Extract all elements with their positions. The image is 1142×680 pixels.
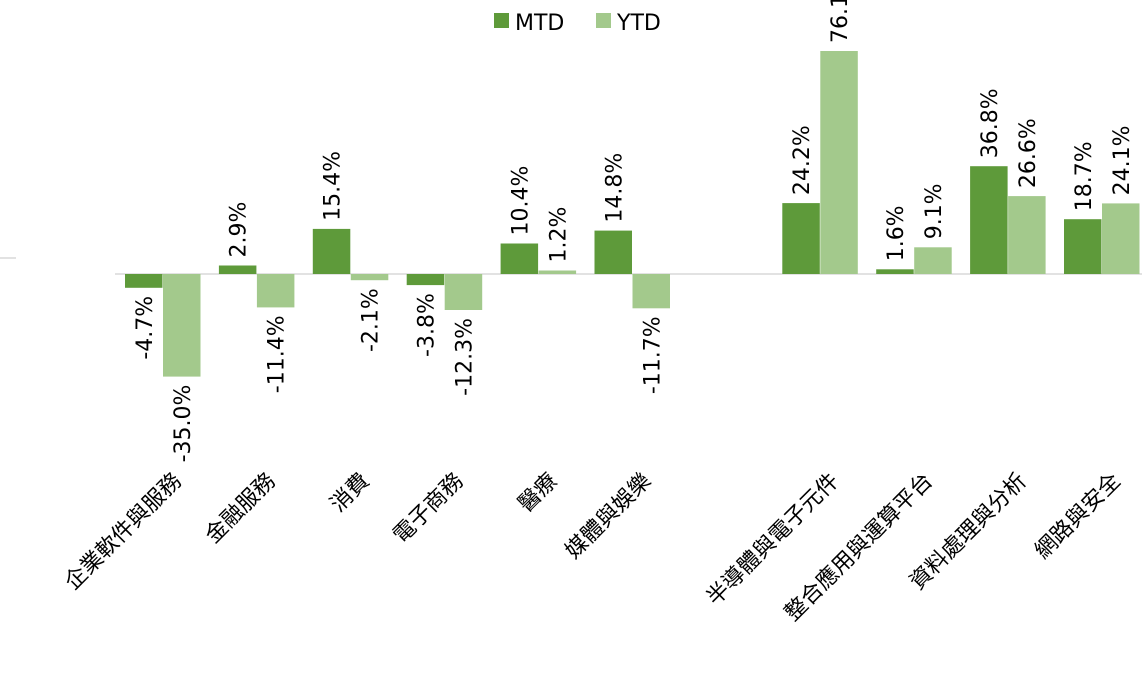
data-label-mtd-0: -4.7% <box>133 296 158 360</box>
data-label-ytd-7: 76.1% <box>828 0 853 43</box>
bars-group <box>125 51 1140 377</box>
data-label-mtd-1: 2.9% <box>227 202 252 258</box>
bar-ytd-9 <box>1008 196 1046 274</box>
category-label-1: 金融服務 <box>201 469 281 549</box>
bar-ytd-8 <box>914 247 952 274</box>
bar-ytd-4 <box>538 270 577 274</box>
bar-ytd-5 <box>632 274 670 309</box>
data-label-ytd-3: -12.3% <box>453 318 478 396</box>
category-label-2: 消費 <box>326 469 375 518</box>
bar-mtd-10 <box>1064 219 1102 274</box>
bar-mtd-9 <box>970 166 1008 274</box>
legend-label-mtd: MTD <box>515 11 564 36</box>
bar-mtd-0 <box>125 274 163 288</box>
data-label-mtd-2: 15.4% <box>321 151 346 221</box>
data-label-mtd-10: 18.7% <box>1072 141 1097 211</box>
category-label-0: 企業軟件與服務 <box>60 469 187 596</box>
legend: MTD YTD <box>494 11 661 36</box>
bar-mtd-2 <box>312 228 351 274</box>
bar-ytd-2 <box>350 274 389 281</box>
data-label-ytd-4: 1.2% <box>546 207 571 263</box>
data-label-mtd-7: 24.2% <box>790 125 815 195</box>
category-label-4: 醫療 <box>514 469 563 518</box>
legend-swatch-mtd <box>494 13 509 28</box>
data-label-ytd-2: -2.1% <box>359 288 384 352</box>
data-label-ytd-10: 24.1% <box>1110 126 1135 196</box>
category-label-3: 電子商務 <box>389 469 469 549</box>
data-label-mtd-8: 1.6% <box>884 205 909 261</box>
data-label-ytd-9: 26.6% <box>1016 118 1041 188</box>
bar-mtd-4 <box>500 243 539 274</box>
bar-mtd-8 <box>876 269 914 274</box>
category-label-10: 網路與安全 <box>1030 469 1125 564</box>
data-label-ytd-0: -35.0% <box>171 385 196 463</box>
data-labels-group: -4.7% -35.0% 2.9% -11.4% 15.4% -2.1% -3.8% -12.… <box>133 0 1135 462</box>
bar-mtd-7 <box>782 203 820 274</box>
data-label-ytd-8: 9.1% <box>922 183 947 239</box>
bar-ytd-7 <box>820 51 858 274</box>
legend-swatch-ytd <box>596 13 611 28</box>
data-label-mtd-4: 10.4% <box>508 166 533 236</box>
bar-ytd-0 <box>163 274 201 377</box>
bar-mtd-3 <box>406 274 445 286</box>
category-label-5: 媒體與娛樂 <box>561 469 656 564</box>
data-label-ytd-5: -11.7% <box>640 316 665 394</box>
data-label-mtd-5: 14.8% <box>602 153 627 223</box>
bar-ytd-1 <box>256 274 295 308</box>
data-label-mtd-9: 36.8% <box>978 88 1003 158</box>
bar-ytd-10 <box>1102 203 1140 274</box>
bar-mtd-5 <box>594 230 632 274</box>
bar-ytd-3 <box>444 274 483 310</box>
data-label-mtd-3: -3.8% <box>415 293 440 357</box>
legend-label-ytd: YTD <box>616 11 661 36</box>
bar-mtd-1 <box>218 265 257 274</box>
data-label-ytd-1: -11.4% <box>265 315 290 393</box>
